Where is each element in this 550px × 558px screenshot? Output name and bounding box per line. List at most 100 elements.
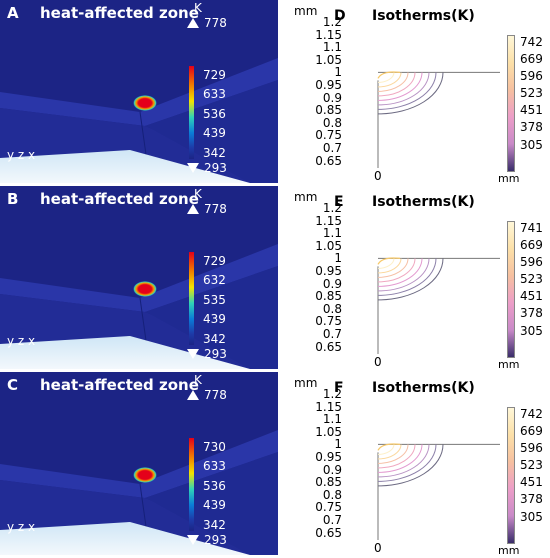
unit-label: K — [194, 187, 202, 201]
weld-geometry-svg — [0, 244, 278, 369]
y-tick: 1.05 — [315, 52, 342, 67]
y-tick: 0.65 — [315, 339, 342, 354]
max-triangle-icon — [187, 204, 199, 214]
colorbar-tick: 633 — [203, 87, 226, 102]
y-tick: 0.85 — [315, 475, 342, 490]
y-tick: 1.05 — [315, 424, 342, 439]
y-tick: 1.05 — [315, 238, 342, 253]
y-tick: 0.7 — [322, 141, 342, 155]
y-tick: 0.85 — [315, 289, 342, 304]
y-tick: 0.75 — [315, 500, 342, 515]
panel-letter: C — [7, 376, 19, 394]
isotherm-line — [377, 258, 437, 296]
colorbar-tick: 439 — [203, 126, 226, 141]
max-triangle-icon — [187, 390, 199, 400]
substrate-top — [0, 430, 278, 498]
y-tick: 1.1 — [322, 412, 342, 427]
min-label: 293 — [187, 533, 227, 547]
legend-colorbar — [507, 221, 515, 358]
isotherm-line — [377, 444, 409, 464]
colorbar-tick: 729 — [203, 254, 226, 268]
colorbar-tick: 342 — [203, 331, 226, 346]
y-tick: 0.95 — [315, 78, 342, 92]
isotherm-title: Isotherms(K) — [372, 380, 475, 396]
legend-tick: 305 — [520, 323, 543, 338]
isotherm-line — [377, 72, 444, 115]
x-unit: mm — [498, 172, 520, 185]
background-region — [0, 522, 250, 555]
melt-pool-boundary — [377, 71, 401, 79]
legend-tick: 378 — [520, 120, 543, 135]
unit-label: K — [194, 373, 202, 387]
legend-colorbar — [507, 407, 515, 544]
substrate-top — [0, 244, 278, 312]
isotherm-line — [377, 72, 395, 83]
colorbar-tick: 633 — [203, 459, 226, 474]
y-tick: 1.15 — [315, 399, 342, 414]
x-unit: mm — [498, 544, 520, 557]
y-unit: mm — [294, 4, 318, 18]
min-value: 293 — [204, 533, 227, 547]
axes-triad-label: y z x — [7, 520, 36, 534]
heat-spot — [133, 467, 157, 483]
isotherm-line — [377, 72, 423, 101]
isotherm-line — [377, 258, 416, 283]
y-tick: 0.75 — [315, 128, 342, 143]
colorbar-tick: 342 — [203, 517, 226, 532]
legend-tick: 523 — [520, 272, 543, 287]
colorbar-tick: 632 — [203, 273, 226, 288]
legend-tick: 378 — [520, 492, 543, 507]
y-unit: mm — [294, 190, 318, 204]
x-tick: 0 — [374, 169, 382, 183]
isotherm-title: Isotherms(K) — [372, 194, 475, 210]
weld-geometry-svg — [0, 58, 278, 183]
axes-triad-label: y z x — [7, 334, 36, 348]
y-unit: mm — [294, 376, 318, 390]
colorbar-tick: 535 — [203, 292, 226, 307]
colorbar-tick: 536 — [203, 106, 226, 121]
colorbar — [189, 438, 194, 531]
x-tick: 0 — [374, 355, 382, 369]
substrate-face — [145, 80, 278, 183]
y-tick: 1 — [334, 251, 342, 266]
y-tick: 1 — [334, 437, 342, 452]
legend-tick: 451 — [520, 289, 543, 304]
y-tick: 0.7 — [322, 513, 342, 527]
isotherm-line — [377, 444, 444, 487]
isotherm-panel: mm D Isotherms(K) 1.2 1.15 1.1 1.05 1 0.95 0.9 0.8… — [280, 0, 550, 185]
legend-tick: 596 — [520, 255, 543, 270]
y-tick: 1.15 — [315, 27, 342, 42]
y-tick: 0.9 — [322, 462, 342, 477]
min-triangle-icon — [187, 349, 199, 359]
panel-letter: A — [7, 4, 19, 22]
substrate-top — [0, 58, 278, 126]
panel-title: heat-affected zone — [40, 190, 199, 208]
legend-ticks: 741 669 596 523 451 378 305 — [520, 220, 543, 340]
y-tick: 0.95 — [315, 264, 342, 278]
y-tick: 0.95 — [315, 450, 342, 464]
colorbar-tick: 439 — [203, 312, 226, 327]
y-tick: 0.8 — [322, 115, 342, 130]
max-label: 778 — [187, 202, 227, 216]
colorbar-tick: 729 — [203, 68, 226, 82]
max-triangle-icon — [187, 18, 199, 28]
isotherm-line — [377, 258, 444, 301]
min-value: 293 — [204, 347, 227, 361]
min-label: 293 — [187, 347, 227, 361]
y-tick: 1.1 — [322, 40, 342, 55]
panel-title: heat-affected zone — [40, 4, 199, 22]
isotherm-line — [377, 72, 416, 97]
x-tick: 0 — [374, 541, 382, 555]
y-tick: 0.75 — [315, 314, 342, 329]
y-tick: 1.1 — [322, 226, 342, 241]
legend-tick: 523 — [520, 86, 543, 101]
min-triangle-icon — [187, 163, 199, 173]
heat-spot — [133, 95, 157, 111]
max-value: 778 — [204, 388, 227, 402]
melt-pool-boundary — [377, 257, 401, 265]
colorbar-tick: 730 — [203, 440, 226, 454]
isotherm-line — [377, 258, 395, 269]
legend-ticks: 742 669 596 523 451 378 305 — [520, 34, 543, 154]
legend-ticks: 742 669 596 523 451 378 305 — [520, 406, 543, 526]
y-tick: 1 — [334, 65, 342, 80]
